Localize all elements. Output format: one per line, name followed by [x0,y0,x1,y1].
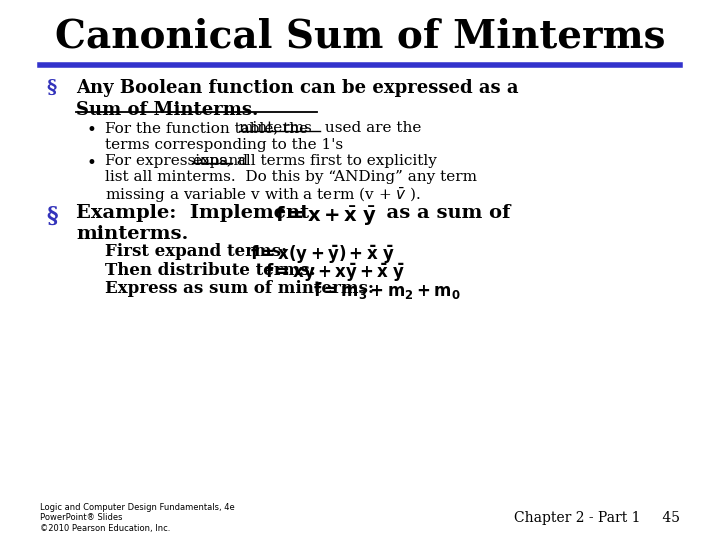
Text: Chapter 2 - Part 1     45: Chapter 2 - Part 1 45 [514,511,680,525]
Text: list all minterms.  Do this by “ANDing” any term: list all minterms. Do this by “ANDing” a… [105,170,477,184]
Text: Express as sum of minterms:: Express as sum of minterms: [105,280,379,297]
Text: all terms first to explicitly: all terms first to explicitly [232,153,437,167]
Text: Example:  Implement: Example: Implement [76,205,323,222]
Text: Canonical Sum of Minterms: Canonical Sum of Minterms [55,17,665,55]
Text: •: • [86,122,96,139]
Text: minterms.: minterms. [76,225,189,243]
Text: minterms: minterms [238,122,312,136]
Text: First expand terms:: First expand terms: [105,244,287,260]
Text: §: § [46,79,57,97]
Text: For expressions,: For expressions, [105,153,237,167]
Text: For the function table, the: For the function table, the [105,122,313,136]
Text: $\mathbf{f = xy + x\bar{y} + \bar{x}\ \bar{y}}$: $\mathbf{f = xy + x\bar{y} + \bar{x}\ \b… [265,262,405,284]
Text: Sum of Minterms.: Sum of Minterms. [76,100,258,119]
Text: missing a variable v with a term (v + $\bar{v}$ ).: missing a variable v with a term (v + $\… [105,186,421,205]
Text: as a sum of: as a sum of [374,205,510,222]
Text: $\mathbf{f = x(y + \bar{y}) + \bar{x}\ \bar{y}}$: $\mathbf{f = x(y + \bar{y}) + \bar{x}\ \… [250,244,395,266]
Text: expand: expand [192,153,248,167]
Text: §: § [46,205,58,226]
Text: •: • [86,153,96,172]
Text: $\mathbf{f = m_3 + m_2 + m_0}$: $\mathbf{f = m_3 + m_2 + m_0}$ [313,280,461,301]
Text: terms corresponding to the 1's: terms corresponding to the 1's [105,138,343,152]
Text: Any Boolean function can be expressed as a: Any Boolean function can be expressed as… [76,79,519,97]
Text: $\mathbf{f = x + \bar{x}\ \bar{y}}$: $\mathbf{f = x + \bar{x}\ \bar{y}}$ [274,205,377,228]
Text: Logic and Computer Design Fundamentals, 4e
PowerPoint® Slides
©2010 Pearson Educ: Logic and Computer Design Fundamentals, … [40,503,234,533]
Text: Then distribute terms:: Then distribute terms: [105,262,316,279]
Text: used are the: used are the [320,122,421,136]
